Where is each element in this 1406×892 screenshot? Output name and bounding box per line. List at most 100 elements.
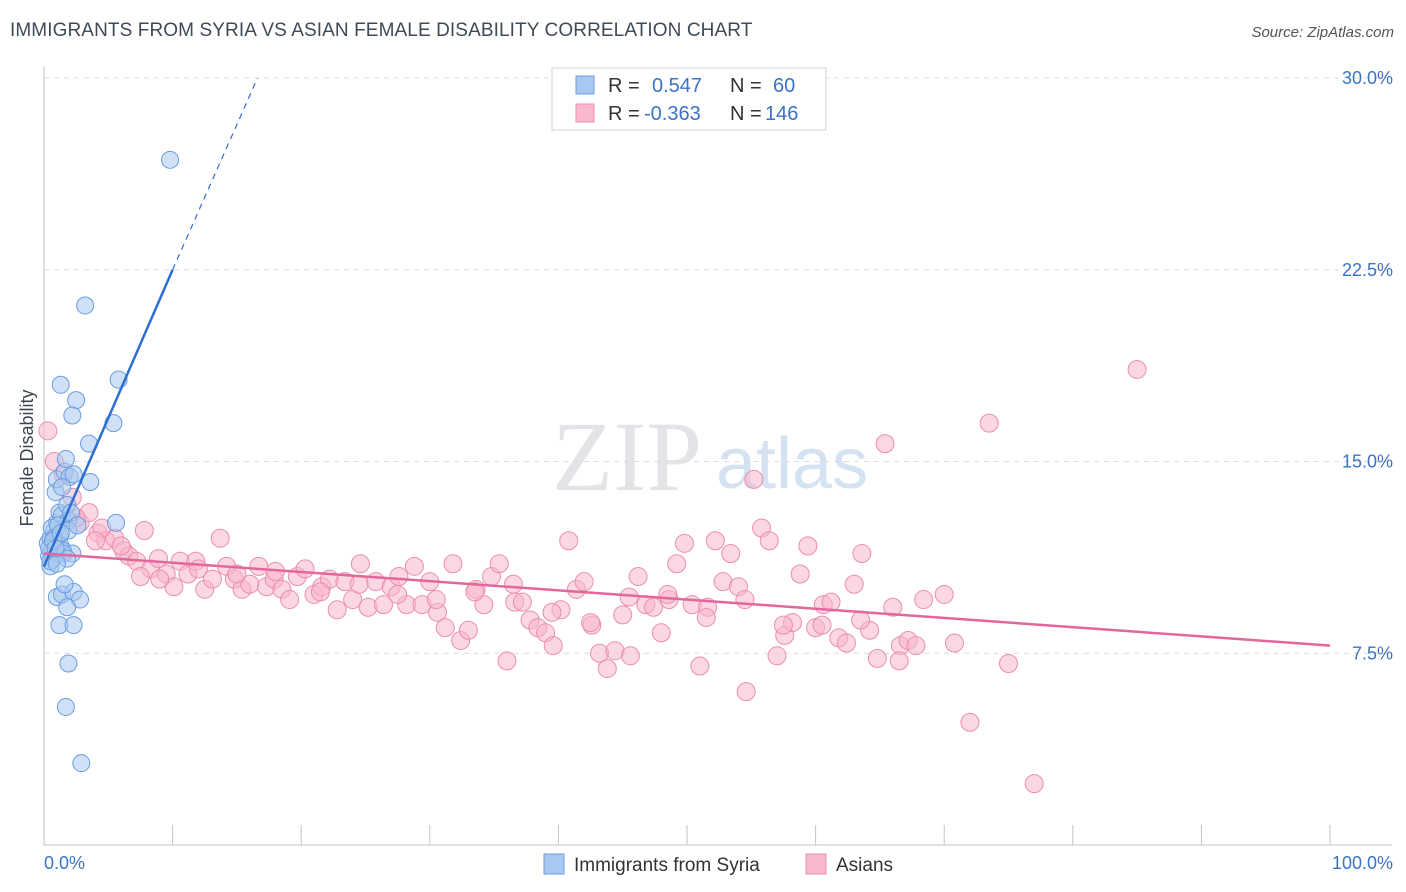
data-point xyxy=(597,659,617,679)
data-point xyxy=(202,569,222,589)
data-point xyxy=(620,646,640,666)
data-point xyxy=(999,653,1018,673)
legend-n-value-asians: 146 xyxy=(765,103,798,125)
data-point xyxy=(705,531,725,551)
data-point xyxy=(944,633,964,653)
data-point xyxy=(773,615,793,635)
data-point xyxy=(906,636,926,656)
y-tick-label: 22.5% xyxy=(1342,260,1393,280)
data-point xyxy=(867,648,887,668)
data-point xyxy=(735,590,755,610)
data-point xyxy=(658,584,678,604)
data-point xyxy=(721,544,741,564)
legend-swatch-syria xyxy=(575,75,595,95)
data-point xyxy=(388,584,408,604)
source-label: Source: ZipAtlas.com xyxy=(1251,24,1394,41)
data-point xyxy=(295,559,315,579)
y-tick-labels: 7.5% 15.0% 22.5% 30.0% xyxy=(1342,68,1393,663)
data-point xyxy=(613,605,633,625)
data-point xyxy=(812,615,832,635)
chart-title: IMMIGRANTS FROM SYRIA VS ASIAN FEMALE DI… xyxy=(10,20,753,41)
data-point xyxy=(53,478,72,497)
y-axis-title: Female Disability xyxy=(17,389,37,526)
data-point xyxy=(651,623,671,643)
data-point xyxy=(55,575,74,594)
data-point xyxy=(58,598,77,617)
x-tick-label-min: 0.0% xyxy=(44,853,85,873)
legend-n-value-syria: 60 xyxy=(773,75,795,97)
y-tick-label: 15.0% xyxy=(1342,452,1393,472)
data-point xyxy=(59,654,78,673)
legend-n-label-asians: N = xyxy=(730,103,762,125)
data-point xyxy=(350,554,370,574)
data-point xyxy=(310,582,330,602)
data-point xyxy=(696,607,716,627)
legend-swatch-asians xyxy=(575,103,595,123)
correlation-legend: R = 0.547 N = 60 R = -0.363 N = 146 xyxy=(551,67,827,131)
data-point xyxy=(559,531,579,551)
data-point xyxy=(736,682,756,702)
data-point xyxy=(38,421,58,441)
data-point xyxy=(465,582,485,602)
x-tick-label-max: 100.0% xyxy=(1332,853,1393,873)
data-point xyxy=(72,754,91,773)
data-point xyxy=(836,633,856,653)
series-legend-label-syria: Immigrants from Syria xyxy=(574,855,760,876)
data-point xyxy=(914,590,934,610)
data-point xyxy=(85,531,105,551)
legend-box xyxy=(551,67,827,131)
data-point xyxy=(67,391,86,410)
watermark-atlas: atlas xyxy=(716,424,868,504)
data-point xyxy=(280,590,300,610)
data-point xyxy=(56,449,75,468)
data-point xyxy=(542,602,562,622)
data-point xyxy=(111,536,131,556)
legend-n-label-syria: N = xyxy=(730,75,762,97)
grid-lines xyxy=(44,77,1392,654)
data-point xyxy=(512,592,532,612)
data-point xyxy=(628,567,648,587)
data-point xyxy=(844,574,864,594)
series-legend-swatch-syria xyxy=(543,853,565,875)
legend-r-value-asians: -0.363 xyxy=(644,103,701,125)
data-point xyxy=(107,513,126,532)
data-point xyxy=(979,413,999,433)
data-point xyxy=(227,564,247,584)
data-point xyxy=(210,528,230,548)
data-point xyxy=(759,531,779,551)
data-point xyxy=(674,533,694,553)
y-tick-label: 30.0% xyxy=(1342,68,1393,88)
asians-trend-line xyxy=(43,552,1331,647)
legend-r-value-syria: 0.547 xyxy=(652,75,702,97)
data-point xyxy=(404,556,424,576)
legend-r-label-syria: R = xyxy=(608,75,640,97)
series-legend-swatch-asians xyxy=(805,853,827,875)
data-point xyxy=(798,536,818,556)
data-point xyxy=(389,567,409,587)
data-point xyxy=(458,620,478,640)
data-point xyxy=(581,613,601,633)
data-point xyxy=(690,656,710,676)
data-point xyxy=(249,556,269,576)
data-point xyxy=(851,610,871,630)
data-point xyxy=(443,554,463,574)
data-point xyxy=(667,554,687,574)
asians-points xyxy=(38,359,1147,794)
y-tick-label: 7.5% xyxy=(1352,643,1393,663)
data-point xyxy=(790,564,810,584)
x-tick-labels: 0.0% 100.0% xyxy=(44,853,1393,873)
data-point xyxy=(934,584,954,604)
series-legend: Immigrants from Syria Asians xyxy=(543,853,893,876)
data-point xyxy=(327,600,347,620)
syria-trend-line xyxy=(42,269,174,567)
data-point xyxy=(875,434,895,454)
trend-lines xyxy=(42,77,1331,647)
data-point xyxy=(51,375,70,394)
data-point xyxy=(150,569,170,589)
data-point xyxy=(64,465,83,484)
data-point xyxy=(960,712,980,732)
data-point xyxy=(435,618,455,638)
data-point xyxy=(426,590,446,610)
data-point xyxy=(374,595,394,615)
axes xyxy=(43,66,1392,846)
